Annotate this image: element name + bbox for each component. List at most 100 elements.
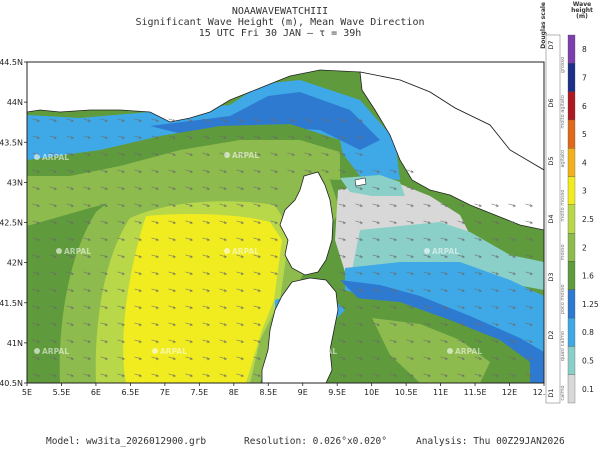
arrow-head <box>189 187 193 191</box>
arrow-shaft <box>236 339 244 343</box>
arrow-shaft <box>338 186 346 190</box>
arrow-shaft <box>372 186 380 190</box>
arrow-shaft <box>525 254 533 258</box>
arrow-shaft <box>423 254 431 258</box>
arrow-shaft <box>185 339 193 343</box>
arrow-shaft <box>355 271 363 275</box>
arrow-shaft <box>185 152 193 156</box>
arrow-head <box>376 221 380 225</box>
arrow-shaft <box>338 220 346 224</box>
arrow-shaft <box>423 288 431 292</box>
arrow-head <box>478 272 482 276</box>
arrow-head <box>121 170 125 174</box>
arrow-shaft <box>253 152 261 156</box>
watermark-logo <box>302 348 308 354</box>
longitude-labels: 5E 5.5E 6E 6.5E 7E 7.5E 8E 8.5E 9E 9.5E 10E 10.5E 11… <box>22 383 555 397</box>
arrow-shaft <box>66 152 74 156</box>
arrow-shaft <box>66 356 74 360</box>
arrow-head <box>172 170 176 174</box>
arrow-head <box>121 323 125 327</box>
arrow-shaft <box>49 186 57 190</box>
arrow-shaft <box>185 288 193 292</box>
arrow-head <box>240 357 244 361</box>
arrow-head <box>155 340 159 344</box>
arrow-shaft <box>236 237 244 241</box>
watermark-logo <box>447 348 453 354</box>
arrow-head <box>342 187 346 191</box>
arrow-shaft <box>355 356 363 360</box>
arrow-shaft <box>32 135 40 139</box>
arrow-head <box>189 255 193 259</box>
arrow-head <box>70 187 74 191</box>
arrow-head <box>172 340 176 344</box>
arrow-shaft <box>117 254 125 258</box>
arrow-head <box>393 323 397 327</box>
arrow-head <box>155 238 159 242</box>
arrow-shaft <box>117 135 125 139</box>
arrow-shaft <box>134 152 142 156</box>
arrow-head <box>206 136 210 140</box>
arrow-shaft <box>389 339 397 343</box>
arrow-head <box>155 204 159 208</box>
arrow-head <box>70 306 74 310</box>
arrow-shaft <box>185 373 193 377</box>
douglas-word: mosso <box>560 244 566 260</box>
arrow-shaft <box>287 152 295 156</box>
lon-label: 9.5E <box>328 388 346 397</box>
arrow-shaft <box>423 373 431 377</box>
arrow-head <box>444 204 448 208</box>
arrow-shaft <box>66 118 74 122</box>
arrow-head <box>104 306 108 310</box>
arrow-head <box>121 119 125 123</box>
arrow-shaft <box>134 135 142 139</box>
lon-label: 5E <box>22 388 32 397</box>
arrow-head <box>495 272 499 276</box>
arrow-head <box>359 170 363 174</box>
arrow-head <box>427 340 431 344</box>
arrow-shaft <box>457 220 465 224</box>
arrow-head <box>36 238 40 242</box>
arrow-head <box>87 136 91 140</box>
arrow-head <box>121 289 125 293</box>
legend-swatch <box>567 176 576 205</box>
arrow-shaft <box>100 254 108 258</box>
arrow-shaft <box>270 169 278 173</box>
arrow-shaft <box>525 203 533 207</box>
arrow-shaft <box>525 271 533 275</box>
arrow-shaft <box>287 135 295 139</box>
lon-label: 6E <box>91 388 101 397</box>
arrow-shaft <box>474 322 482 326</box>
arrow-shaft <box>236 152 244 156</box>
arrow-head <box>495 238 499 242</box>
arrow-shaft <box>49 169 57 173</box>
arrow-shaft <box>253 271 261 275</box>
arrow-shaft <box>202 288 210 292</box>
watermark-text: ARPAL <box>432 151 459 160</box>
arrow-head <box>342 272 346 276</box>
arrow-shaft <box>117 186 125 190</box>
arrow-head <box>223 170 227 174</box>
arrow-head <box>495 289 499 293</box>
arrow-head <box>410 289 414 293</box>
arrow-shaft <box>355 186 363 190</box>
arrow-shaft <box>525 356 533 360</box>
arrow-head <box>495 255 499 259</box>
arrow-shaft <box>117 169 125 173</box>
arrow-head <box>223 357 227 361</box>
arrow-shaft <box>406 322 414 326</box>
arrow-shaft <box>236 169 244 173</box>
arrow-shaft <box>49 339 57 343</box>
arrow-shaft <box>338 152 346 156</box>
arrow-head <box>172 136 176 140</box>
arrow-head <box>189 374 193 378</box>
arrow-shaft <box>219 271 227 275</box>
arrow-head <box>172 238 176 242</box>
lon-label: 6.5E <box>122 388 140 397</box>
arrow-head <box>461 306 465 310</box>
watermark-text: ARPAL <box>160 347 187 356</box>
arrow-shaft <box>202 220 210 224</box>
arrow-head <box>138 357 142 361</box>
arrow-shaft <box>168 288 176 292</box>
arrow-shaft <box>491 373 499 377</box>
arrow-shaft <box>66 220 74 224</box>
